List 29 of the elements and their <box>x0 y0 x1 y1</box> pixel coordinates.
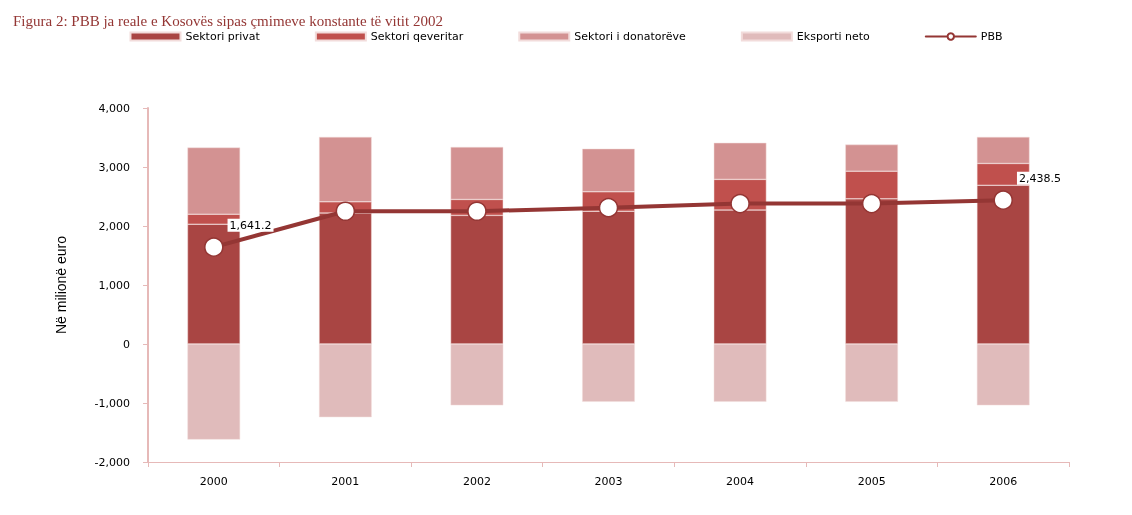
legend-label: Eksporti neto <box>796 30 871 43</box>
point <box>993 190 1013 210</box>
x-tick-label: 2002 <box>462 475 491 488</box>
y-tick-label: 3,000 <box>98 160 130 174</box>
point <box>467 201 487 221</box>
point <box>861 193 882 214</box>
legend-label: Sektori i donatorëve <box>574 30 687 43</box>
data-label: 2,438.5 <box>1018 171 1061 185</box>
point <box>335 201 356 221</box>
x-tick-label: 2000 <box>199 475 228 488</box>
y-tick-label: -2,000 <box>94 455 130 469</box>
x-tick-label: 2004 <box>726 475 755 488</box>
y-tick-label: 0 <box>123 337 130 351</box>
x-tick-label: 2001 <box>331 475 360 488</box>
y-tick-label: 1,000 <box>98 278 130 292</box>
chart-title: Figura 2: PBB ja reale e Kosovës sipas çmimeve konstante të vitit 2002 <box>13 12 443 29</box>
y-tick-label: -1,000 <box>94 396 130 410</box>
point <box>204 237 224 257</box>
legend-label: Sektori privat <box>185 30 261 43</box>
legend-label: Sektori qeveritar <box>370 30 464 43</box>
data-label: 1,641.2 <box>229 218 272 232</box>
legend-label: PBB <box>980 30 1003 43</box>
x-tick-label: 2003 <box>594 475 623 488</box>
x-tick-label: 2005 <box>857 475 886 488</box>
y-axis-title: Në milionë euro <box>53 235 69 335</box>
point <box>598 197 619 218</box>
y-tick-label: 2,000 <box>98 219 130 233</box>
y-tick-label: 4,000 <box>98 101 130 115</box>
x-tick-label: 2006 <box>989 475 1018 488</box>
